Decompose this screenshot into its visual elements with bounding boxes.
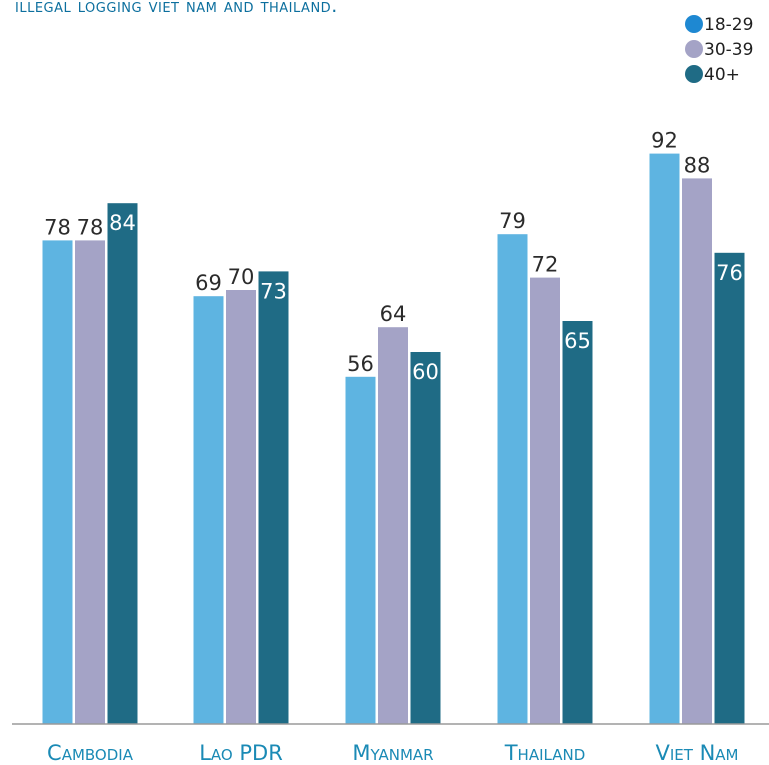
bar-viet-nam-30-39 <box>682 178 712 724</box>
bar-lao-pdr-18-29 <box>193 296 224 724</box>
data-label-lao-pdr-18-29: 69 <box>195 271 222 295</box>
chart-title: illegal logging viet nam and thailand. <box>15 0 338 17</box>
data-label-cambodia-18-29: 78 <box>44 215 71 239</box>
bar-cambodia-18-29 <box>42 240 73 724</box>
bar-cambodia-30-39 <box>75 240 105 724</box>
bar-lao-pdr-40+ <box>258 271 289 724</box>
category-label-viet-nam: Viet Nam <box>655 741 738 765</box>
bars-group <box>42 153 745 725</box>
data-label-myanmar-30-39: 64 <box>380 302 407 326</box>
bar-viet-nam-40+ <box>714 252 745 725</box>
legend-label-40+: 40+ <box>704 65 740 85</box>
data-label-myanmar-18-29: 56 <box>347 352 374 376</box>
category-label-lao-pdr: Lao PDR <box>199 741 283 765</box>
legend: 18-29 30-39 40+ <box>685 15 753 85</box>
legend-swatch-40+ <box>685 65 703 83</box>
data-label-viet-nam-18-29: 92 <box>651 129 678 153</box>
data-label-cambodia-30-39: 78 <box>77 215 104 239</box>
bar-myanmar-40+ <box>410 352 441 724</box>
legend-label-30-39: 30-39 <box>704 40 753 60</box>
data-label-viet-nam-40+: 76 <box>716 261 743 285</box>
data-label-thailand-18-29: 79 <box>499 209 526 233</box>
data-label-thailand-30-39: 72 <box>532 253 559 277</box>
data-label-myanmar-40+: 60 <box>412 360 439 384</box>
category-label-thailand: Thailand <box>504 741 586 765</box>
data-label-lao-pdr-30-39: 70 <box>228 265 255 289</box>
legend-label-18-29: 18-29 <box>704 15 753 35</box>
bar-viet-nam-18-29 <box>649 153 680 725</box>
category-label-cambodia: Cambodia <box>47 741 134 765</box>
bar-thailand-40+ <box>562 321 593 724</box>
bar-cambodia-40+ <box>107 203 138 724</box>
data-label-cambodia-40+: 84 <box>109 211 136 235</box>
data-label-thailand-40+: 65 <box>564 329 591 353</box>
category-label-myanmar: Myanmar <box>352 741 433 765</box>
bar-myanmar-30-39 <box>378 327 408 724</box>
legend-swatch-18-29 <box>685 15 703 33</box>
legend-swatch-30-39 <box>685 40 703 58</box>
bar-thailand-18-29 <box>497 234 528 724</box>
data-label-lao-pdr-40+: 73 <box>260 279 287 303</box>
bar-thailand-30-39 <box>530 277 560 724</box>
bar-lao-pdr-30-39 <box>226 290 256 724</box>
category-labels-group: Cambodia Lao PDR Myanmar Thailand Viet Nam <box>47 741 738 765</box>
bar-myanmar-18-29 <box>345 376 376 724</box>
data-label-viet-nam-30-39: 88 <box>684 153 711 177</box>
